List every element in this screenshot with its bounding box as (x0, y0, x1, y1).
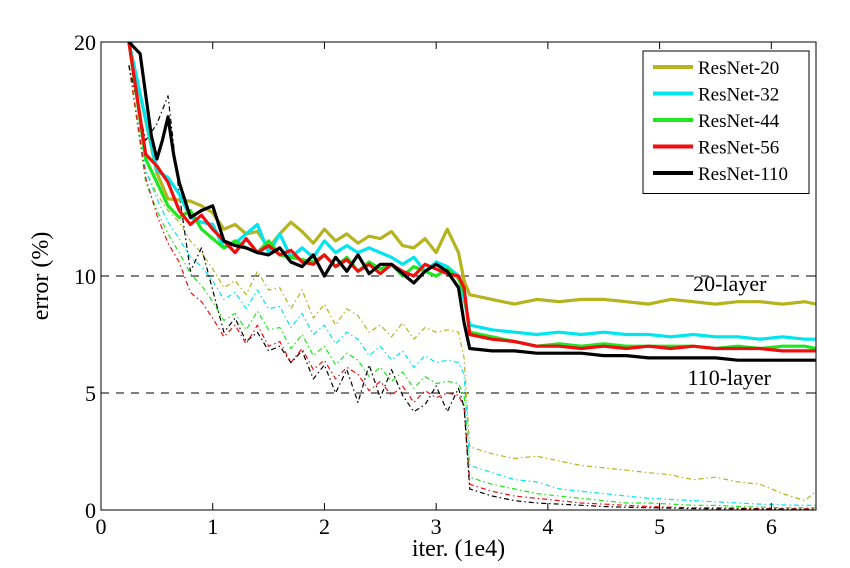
resnet-56-train-line (128, 65, 816, 510)
annotation-110-layer: 110-layer (688, 365, 772, 390)
legend-box (642, 50, 810, 194)
x-tick-label: 5 (654, 514, 665, 539)
x-tick-label: 0 (96, 514, 107, 539)
x-tick-label: 2 (319, 514, 330, 539)
legend: ResNet-20 ResNet-32 ResNet-44 ResNet-56 ResN… (642, 50, 810, 194)
legend-label-resnet-110: ResNet-110 (698, 164, 788, 185)
resnet-32-train-line (128, 65, 816, 506)
x-axis-label: iter. (1e4) (412, 536, 505, 562)
train-curves (128, 65, 816, 510)
legend-label-resnet-44: ResNet-44 (698, 111, 780, 132)
resnet-20-train-line (128, 65, 816, 502)
resnet-20-test-line (127, 42, 816, 306)
resnet-110-train-line (128, 65, 816, 510)
annotation-20-layer: 20-layer (693, 271, 767, 296)
y-tick-label: 20 (74, 30, 96, 55)
legend-label-resnet-32: ResNet-32 (698, 85, 779, 106)
axis-ticks: 0 1 2 3 4 5 6 0 5 10 20 (74, 30, 816, 539)
test-curves (127, 42, 816, 362)
legend-label-resnet-20: ResNet-20 (698, 58, 779, 79)
resnet-110-test-line (127, 42, 816, 362)
x-tick-label: 3 (431, 514, 442, 539)
y-tick-label: 0 (85, 498, 96, 523)
x-tick-label: 6 (766, 514, 777, 539)
y-tick-label: 5 (85, 381, 96, 406)
legend-label-resnet-56: ResNet-56 (698, 138, 779, 159)
x-tick-label: 1 (207, 514, 218, 539)
y-axis-label: error (%) (28, 232, 54, 321)
y-tick-label: 10 (74, 264, 96, 289)
resnet-44-train-line (128, 65, 816, 509)
x-tick-label: 4 (542, 514, 553, 539)
